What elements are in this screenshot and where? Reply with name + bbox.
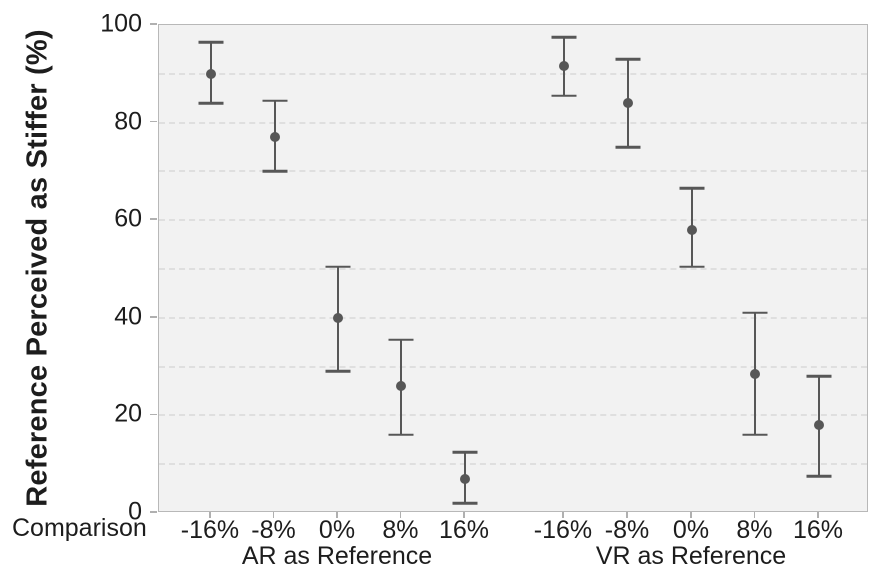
x-tick [690, 512, 692, 518]
data-point [623, 98, 634, 109]
x-tick-label: 0% [318, 516, 356, 544]
y-tick-label: 20 [114, 399, 142, 428]
y-tick-20 [150, 413, 157, 416]
data-point [814, 420, 825, 431]
error-bar-cap-bottom [806, 475, 832, 478]
gridline-30 [159, 365, 867, 368]
gridline-60 [159, 219, 867, 222]
x-tick [626, 512, 628, 518]
gridline-10 [159, 463, 867, 466]
x-tick [463, 512, 465, 518]
error-bar-cap-bottom [679, 265, 705, 268]
group-label-vr: VR as Reference [595, 542, 787, 567]
y-tick-80 [150, 120, 157, 123]
x-tick-label: 8% [736, 516, 773, 544]
error-bar-cap-bottom [452, 501, 478, 505]
gridline-50 [159, 268, 867, 270]
x-tick [336, 512, 338, 518]
y-tick-0 [150, 511, 157, 513]
y-tick-label: 60 [114, 204, 142, 233]
x-tick-label: 8% [382, 516, 419, 544]
x-tick [209, 512, 211, 518]
y-tick-label: 100 [100, 9, 142, 38]
data-point [686, 224, 697, 235]
error-bar-cap-top [388, 338, 414, 341]
data-point [205, 68, 216, 79]
x-tick [817, 512, 819, 518]
gridline-80 [159, 121, 867, 124]
error-bar-cap-top [452, 450, 478, 454]
gridline-40 [159, 316, 867, 319]
x-tick-label: -16% [533, 516, 593, 544]
y-axis-title: Reference Perceived as Stiffer (%) [21, 29, 54, 507]
error-bar-cap-top [679, 187, 705, 190]
group-label-ar: AR as Reference [241, 542, 433, 567]
y-tick-label: 40 [114, 302, 142, 331]
gridline-70 [159, 170, 867, 173]
x-tick-label: 0% [672, 516, 710, 544]
data-point [750, 368, 761, 379]
y-tick-100 [150, 23, 157, 25]
error-bar-cap-top [742, 311, 768, 315]
error-bar-cap-bottom [325, 370, 351, 373]
error-bar-cap-top [325, 265, 351, 268]
x-tick-label: -8% [251, 516, 296, 544]
data-point [558, 61, 569, 72]
error-bar-cap-bottom [742, 433, 768, 437]
error-bar-cap-top [615, 57, 641, 61]
error-bar-cap-bottom [551, 94, 577, 97]
x-tick [272, 512, 275, 518]
error-bar-cap-top [806, 375, 832, 378]
y-tick-label: 80 [114, 107, 142, 136]
x-tick-label: -8% [604, 516, 650, 544]
data-point [396, 381, 407, 392]
y-tick-label: 0 [128, 497, 142, 526]
error-bar-cap-bottom [198, 101, 224, 105]
error-bar-cap-bottom [615, 145, 641, 149]
data-point [269, 132, 280, 143]
error-bar-cap-bottom [262, 170, 288, 173]
y-tick-60 [150, 218, 157, 220]
data-point [460, 473, 470, 484]
error-bar-cap-top [198, 40, 224, 44]
gridline-90 [159, 72, 867, 75]
error-bar-cap-top [262, 99, 288, 102]
x-axis-prefix-label: Comparison [12, 514, 147, 542]
error-bar-cap-bottom [388, 433, 414, 437]
y-tick-40 [150, 316, 157, 318]
x-tick-label: -16% [180, 516, 240, 544]
x-tick [399, 512, 402, 518]
x-tick [562, 512, 564, 518]
x-tick-label: 16% [438, 516, 490, 544]
data-point [332, 312, 343, 323]
plot-area [158, 24, 868, 512]
x-tick-label: 16% [792, 516, 844, 544]
gridline-20 [159, 414, 867, 417]
x-tick [753, 512, 756, 518]
error-bar-cap-top [551, 35, 577, 39]
